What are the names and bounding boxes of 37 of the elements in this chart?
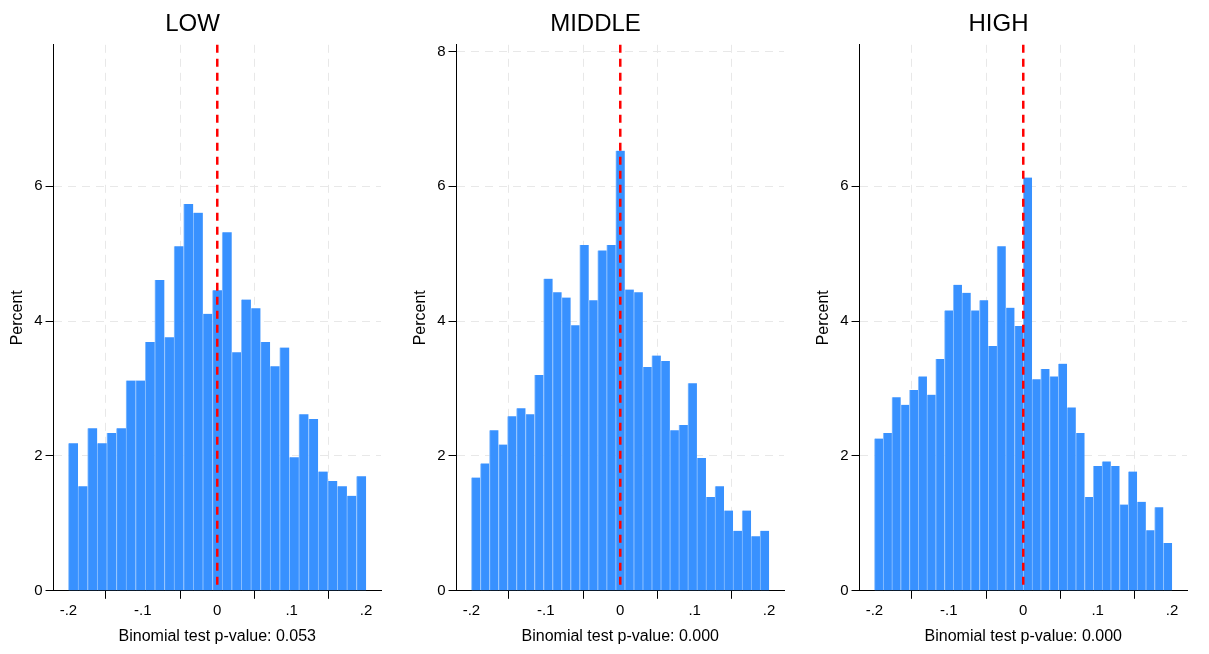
y-tick-label: 4 [437, 311, 446, 329]
x-tick-label: .2 [762, 600, 776, 618]
x-tick-label: .2 [1165, 600, 1179, 618]
y-tick-label: 4 [840, 311, 849, 329]
y-tick-label: 6 [840, 176, 849, 194]
y-tick-label: 2 [34, 446, 43, 464]
x-tick-label: -.2 [865, 600, 884, 618]
y-tick-label: 4 [34, 311, 43, 329]
x-tick-label: .1 [688, 600, 701, 618]
x-axis-title: Binomial test p-value: 0.000 [924, 626, 1123, 644]
y-tick-label: 0 [840, 580, 849, 598]
y-tick-label: 0 [34, 580, 43, 598]
y-tick-label: 2 [840, 446, 849, 464]
x-tick-label: .1 [1091, 600, 1104, 618]
chart-title: HIGH [968, 9, 1029, 37]
chart-title: MIDDLE [550, 9, 641, 37]
x-axis-title: Binomial test p-value: 0.000 [521, 626, 720, 644]
x-tick-label: 0 [1019, 600, 1028, 618]
x-tick-label: .2 [359, 600, 373, 618]
y-tick-label: 0 [437, 580, 446, 598]
x-tick-label: -.1 [940, 600, 958, 618]
y-axis-title: Percent [411, 289, 429, 346]
chart-title: LOW [165, 9, 221, 37]
x-tick-label: .1 [285, 600, 298, 618]
x-tick-label: -.2 [59, 600, 78, 618]
y-tick-label: 8 [437, 41, 446, 59]
y-tick-label: 6 [437, 176, 446, 194]
x-tick-label: -.1 [537, 600, 555, 618]
y-tick-label: 2 [437, 446, 446, 464]
x-tick-label: -.1 [134, 600, 152, 618]
x-tick-label: 0 [213, 600, 222, 618]
x-tick-label: 0 [616, 600, 625, 618]
y-axis-title: Percent [8, 289, 26, 346]
x-axis-title: Binomial test p-value: 0.053 [118, 626, 317, 644]
y-tick-label: 6 [34, 176, 43, 194]
x-tick-label: -.2 [462, 600, 481, 618]
y-axis-title: Percent [814, 289, 832, 346]
